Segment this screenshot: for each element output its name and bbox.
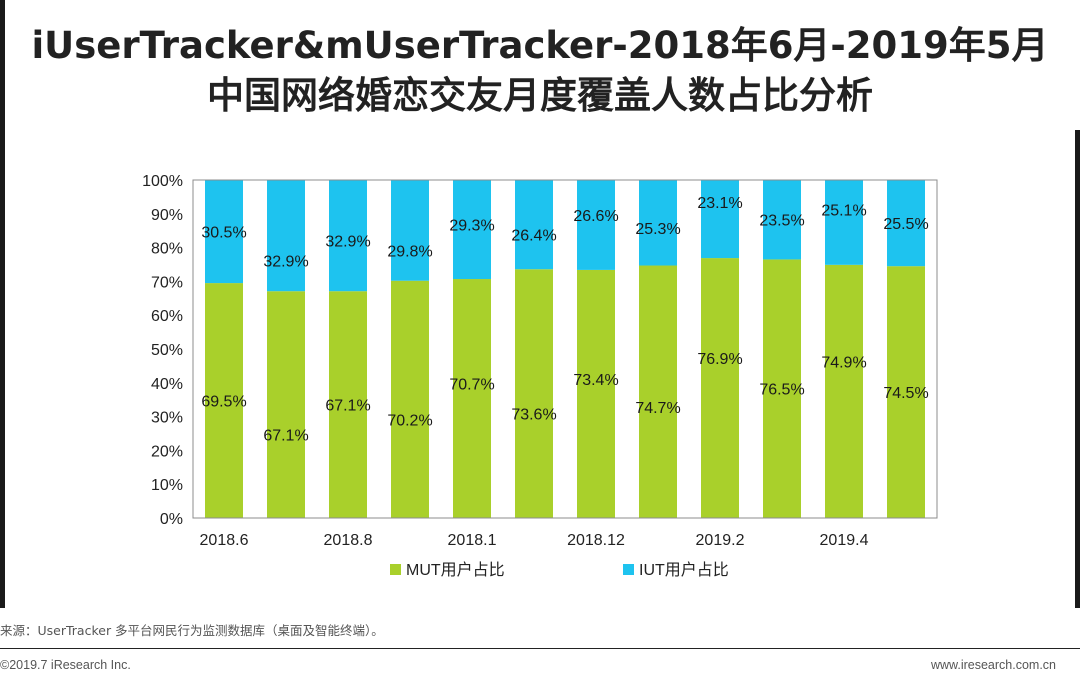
bar-segment-mut	[391, 280, 429, 518]
bar-segment-iut	[639, 180, 677, 266]
stacked-bar-chart: 0% 10% 20% 30% 40% 50% 60% 70% 80% 90% 100% 69.5% 30…	[142, 173, 938, 579]
data-label-mut: 76.9%	[697, 351, 742, 368]
bar-segment-mut	[267, 291, 305, 518]
data-label-mut: 74.5%	[883, 385, 928, 402]
bar-segment-iut	[577, 180, 615, 270]
bar-segment-iut	[267, 180, 305, 292]
data-label-iut: 26.6%	[573, 208, 618, 225]
bar-segment-mut	[453, 279, 491, 518]
data-label-iut: 26.4%	[511, 228, 556, 245]
data-label-iut: 25.3%	[635, 221, 680, 238]
legend-swatch-iut	[623, 564, 634, 575]
y-tick-label: 60%	[151, 308, 183, 325]
y-tick-label: 0%	[160, 511, 183, 528]
website-url: www.iresearch.com.cn	[930, 658, 1056, 672]
data-label-mut: 74.7%	[635, 400, 680, 417]
data-label-mut: 74.9%	[821, 354, 866, 371]
bar-segment-mut	[825, 264, 863, 518]
data-label-iut: 29.3%	[449, 218, 494, 235]
data-label-iut: 32.9%	[325, 234, 370, 251]
footer-divider	[0, 648, 1080, 649]
bar-segment-iut	[329, 180, 367, 292]
bar-segment-mut	[701, 258, 739, 518]
x-tick-label: 2019.4	[820, 532, 869, 549]
data-label-iut: 25.1%	[821, 202, 866, 219]
y-tick-label: 40%	[151, 376, 183, 393]
bar-segment-iut	[825, 180, 863, 265]
bar-segment-mut	[763, 259, 801, 518]
x-tick-label: 2019.2	[696, 532, 745, 549]
y-tick-label: 30%	[151, 410, 183, 427]
data-label-mut: 70.2%	[387, 412, 432, 429]
bar-segment-iut	[205, 180, 243, 284]
bar-segment-mut	[887, 266, 925, 518]
legend-swatch-mut	[390, 564, 401, 575]
bar-segment-iut	[701, 180, 739, 259]
y-tick-label: 90%	[151, 207, 183, 224]
bar-segment-mut	[639, 265, 677, 518]
y-tick-label: 70%	[151, 274, 183, 291]
x-tick-label: 2018.1	[448, 532, 497, 549]
chart-title-line-1: iUserTracker&mUserTracker-2018年6月-2019年5…	[31, 24, 1049, 67]
data-label-mut: 67.1%	[263, 428, 308, 445]
data-label-mut: 67.1%	[325, 398, 370, 415]
bar-segment-iut	[887, 180, 925, 267]
data-label-mut: 73.6%	[511, 407, 556, 424]
x-tick-label: 2018.6	[200, 532, 249, 549]
bar-segment-iut	[391, 180, 429, 281]
right-border-bar	[1075, 130, 1080, 608]
bar-segment-iut	[515, 180, 553, 270]
copyright-text: ©2019.7 iResearch Inc.	[0, 658, 131, 672]
plot-area-frame	[192, 179, 938, 519]
bar-segment-iut	[453, 180, 491, 280]
bar-segment-mut	[329, 291, 367, 518]
y-tick-label: 10%	[151, 477, 183, 494]
bar-segment-iut	[763, 180, 801, 260]
data-label-iut: 30.5%	[201, 225, 246, 242]
left-border-bar	[0, 0, 5, 608]
bar-segment-mut	[205, 283, 243, 518]
legend-label-iut: IUT用户占比	[639, 561, 729, 579]
data-label-mut: 76.5%	[759, 382, 804, 399]
bar-segment-mut	[577, 269, 615, 518]
chart-title-line-2: 中国网络婚恋交友月度覆盖人数占比分析	[207, 74, 873, 117]
data-label-iut: 23.5%	[759, 213, 804, 230]
y-tick-label: 20%	[151, 443, 183, 460]
y-tick-label: 100%	[142, 173, 183, 190]
legend-label-mut: MUT用户占比	[406, 561, 505, 579]
data-label-mut: 70.7%	[449, 377, 494, 394]
data-label-mut: 69.5%	[201, 394, 246, 411]
y-tick-label: 50%	[151, 342, 183, 359]
data-label-iut: 25.5%	[883, 216, 928, 233]
x-tick-label: 2018.12	[567, 532, 625, 549]
bar-segment-mut	[515, 269, 553, 518]
y-tick-label: 80%	[151, 241, 183, 258]
data-label-iut: 23.1%	[697, 195, 742, 212]
data-label-iut: 32.9%	[263, 254, 308, 271]
data-label-mut: 73.4%	[573, 372, 618, 389]
source-note: 来源：UserTracker 多平台网民行为监测数据库（桌面及智能终端）。	[0, 623, 384, 638]
data-label-iut: 29.8%	[387, 243, 432, 260]
x-tick-label: 2018.8	[324, 532, 373, 549]
